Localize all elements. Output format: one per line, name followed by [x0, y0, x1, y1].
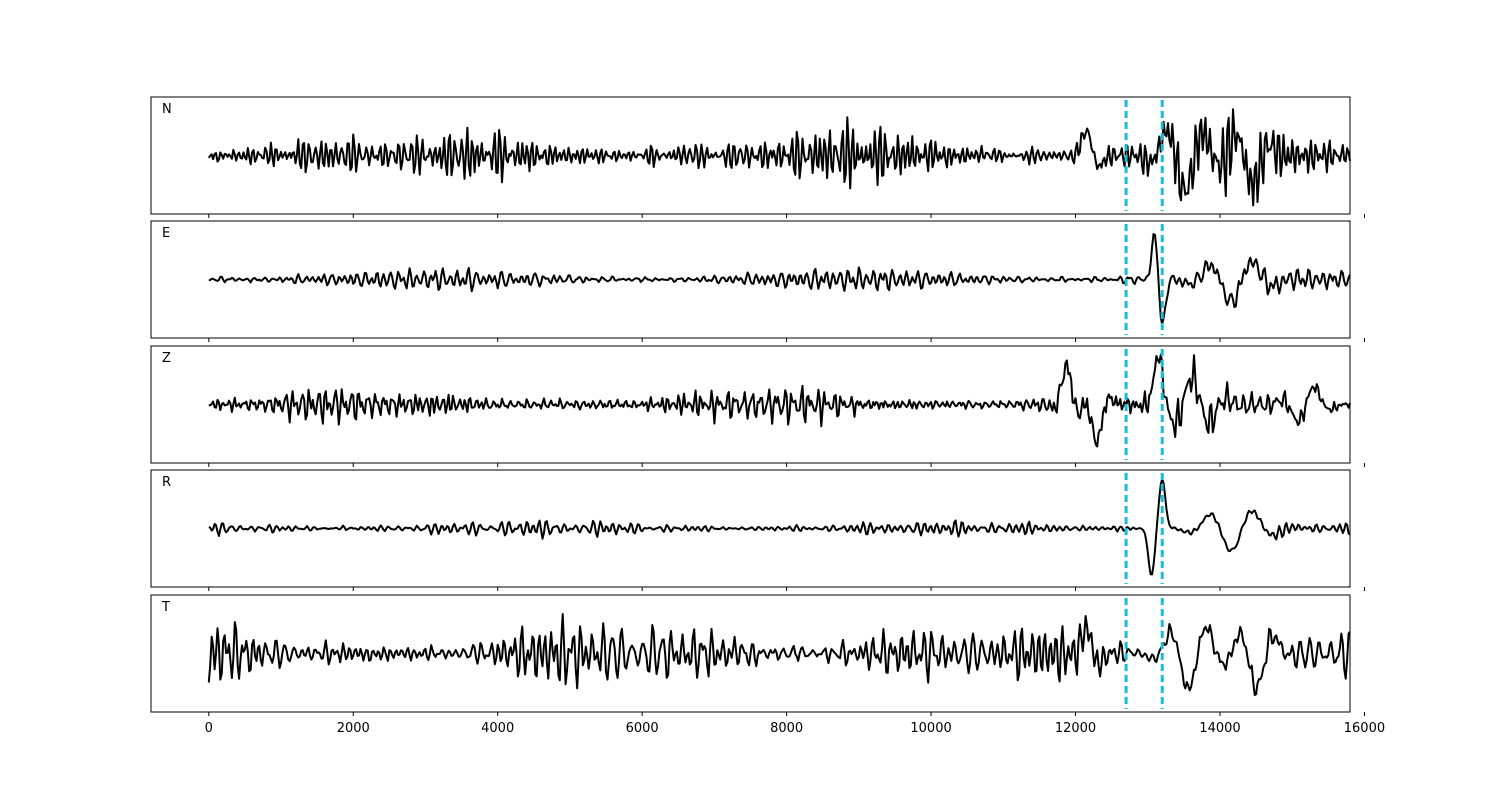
panel-label-r: R [162, 475, 171, 490]
x-tick-label: 10000 [910, 721, 951, 736]
x-tick-label: 8000 [770, 721, 803, 736]
panel-label-t: T [161, 600, 170, 615]
trace-t [207, 613, 1351, 696]
panel-frame [150, 469, 1351, 588]
x-tick-label: 14000 [1199, 721, 1240, 736]
panel-frame [150, 220, 1351, 339]
trace-r [208, 477, 1351, 576]
panel-n: N [150, 96, 1365, 218]
trace-z [208, 353, 1351, 448]
panel-label-e: E [162, 226, 170, 241]
trace-n [207, 108, 1351, 207]
x-tick-label: 12000 [1055, 721, 1096, 736]
x-tick-label: 2000 [337, 721, 370, 736]
panel-e: E [150, 220, 1365, 342]
x-axis: 0 2000 4000 6000 8000 10000 12000 14000 16000 [205, 721, 1385, 736]
x-tick-label: 6000 [626, 721, 659, 736]
panel-label-z: Z [162, 351, 171, 366]
x-tick-label: 0 [205, 721, 213, 736]
panel-t: T [150, 594, 1365, 716]
panel-frame [150, 594, 1351, 713]
panel-z: Z [150, 345, 1365, 467]
x-tick-label: 4000 [481, 721, 514, 736]
trace-e [208, 233, 1351, 326]
panel-r: R [150, 469, 1365, 591]
panel-label-n: N [162, 102, 172, 117]
x-tick-label: 16000 [1344, 721, 1385, 736]
